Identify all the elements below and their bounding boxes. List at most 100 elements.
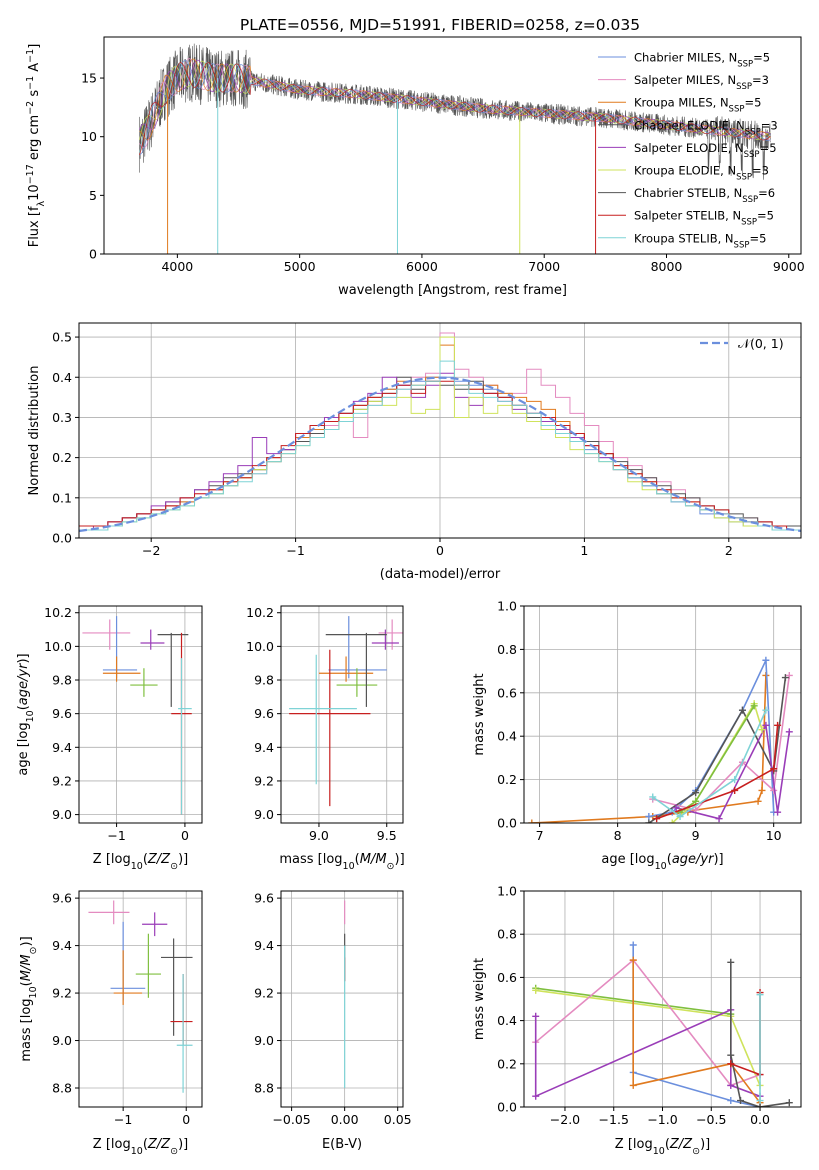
y-tick-label: 10.2 bbox=[246, 605, 274, 620]
weight-marker bbox=[762, 706, 770, 714]
axes-frame: −2.0 −1.5 −1.0 −0.5 0.0 0.0 0.2 0.4 0.6 0.8 1.0 bbox=[497, 884, 802, 1127]
weight-marker bbox=[738, 706, 746, 714]
y-tick-label: 0.8 bbox=[497, 927, 517, 942]
axes-frame: −0.05 0.00 0.05 8.8 9.0 9.2 9.4 9.6 bbox=[254, 890, 412, 1127]
y-tick-label: 9.0 bbox=[52, 807, 72, 822]
y-tick-label: 9.6 bbox=[52, 891, 72, 906]
model-spectrum-line bbox=[139, 57, 771, 149]
x-tick-label: 5000 bbox=[284, 259, 316, 274]
x-tick-label: −0.05 bbox=[272, 1112, 310, 1127]
axes-frame: −1 0 9.0 9.2 9.4 9.6 9.8 10.0 10.2 bbox=[44, 605, 203, 843]
y-axis-label-part: −1 bbox=[25, 49, 36, 63]
figure-title: PLATE=0556, MJD=51991, FIBERID=0258, z=0… bbox=[240, 16, 640, 34]
x-tick-label: 9.0 bbox=[309, 828, 329, 843]
chart-residual_hist: −2 −1 0 1 2 0.0 0.1 0.2 0.3 0.4 0.5 (data-model)/er… bbox=[27, 322, 802, 582]
x-axis-label-part: Z/Z bbox=[147, 1137, 171, 1152]
x-axis-label-part: )] bbox=[700, 1137, 710, 1152]
weight-marker bbox=[532, 986, 540, 994]
legend-label: Kroupa ELODIE, NSSP=3 bbox=[634, 164, 769, 183]
axes-frame: 7 8 9 10 0.0 0.2 0.4 0.6 0.8 1.0 bbox=[497, 599, 802, 843]
weight-line bbox=[531, 675, 767, 823]
x-axis-label-part: ( bbox=[143, 852, 148, 867]
y-tick-label: 0.8 bbox=[497, 642, 517, 657]
weight-line bbox=[632, 945, 761, 1107]
y-axis-label-part: λ bbox=[36, 200, 47, 206]
weight-marker bbox=[781, 674, 789, 682]
legend-label-name: Chabrier MILES, N bbox=[634, 51, 737, 65]
y-axis-label-part: −2 bbox=[25, 101, 36, 115]
chart-age_vs_mass: 9.0 9.5 9.0 9.2 9.4 9.6 9.8 10.0 10.2 mass [log10… bbox=[246, 605, 405, 872]
x-axis-label-part: age/yr bbox=[672, 852, 715, 867]
x-axis-label-part: ⊙ bbox=[387, 861, 395, 872]
weight-marker bbox=[737, 1097, 745, 1105]
x-tick-label: 0 bbox=[181, 828, 189, 843]
y-tick-label: 9.6 bbox=[254, 706, 274, 721]
y-axis-label-part: ] bbox=[27, 44, 42, 49]
weight-marker bbox=[653, 815, 661, 823]
x-tick-label: 0.00 bbox=[331, 1112, 359, 1127]
x-axis-label-part: 10 bbox=[131, 1146, 143, 1157]
legend-label: Chabrier ELODIE, NSSP=3 bbox=[634, 118, 778, 137]
model-spectrum-line bbox=[139, 60, 771, 140]
legend-label: Chabrier MILES, NSSP=5 bbox=[634, 51, 770, 70]
plot-area bbox=[532, 941, 793, 1107]
y-axis-label-part: ⊙ bbox=[28, 947, 39, 955]
x-tick-label: 10 bbox=[766, 828, 782, 843]
x-axis-label-part: Z [log bbox=[615, 1137, 653, 1152]
weight-marker bbox=[770, 765, 778, 773]
y-tick-label: 0.1 bbox=[52, 490, 72, 505]
chart-mass_vs_ebv: −0.05 0.00 0.05 8.8 9.0 9.2 9.4 9.6 E(B-V) bbox=[254, 890, 412, 1152]
y-axis-label-part: Normed distribution bbox=[27, 366, 42, 496]
weight-marker bbox=[645, 819, 653, 823]
legend-label-name: Salpeter MILES, N bbox=[634, 73, 736, 87]
weight-line bbox=[534, 1008, 761, 1098]
weight-marker bbox=[676, 812, 684, 820]
plots-layer: 4000 5000 6000 7000 8000 9000051015wavelength… bbox=[16, 36, 805, 1157]
legend-label-name: Kroupa STELIB, N bbox=[634, 231, 734, 245]
chart-mass_vs_Z: −1 08.89.09.29.49.6Z [log10(Z/Z⊙)]mass [l… bbox=[19, 890, 203, 1157]
legend-label-count: =5 bbox=[757, 209, 774, 223]
weight-marker bbox=[731, 786, 739, 794]
x-tick-label: −2.0 bbox=[550, 1112, 580, 1127]
x-axis-label-part: ( bbox=[355, 852, 360, 867]
y-axis-label-part: )] bbox=[16, 653, 31, 663]
x-tick-label: −1.5 bbox=[599, 1112, 629, 1127]
weight-marker bbox=[727, 1060, 735, 1068]
weight-line bbox=[730, 992, 761, 1076]
y-tick-label: 0.2 bbox=[52, 450, 72, 465]
y-tick-label: 9.0 bbox=[254, 807, 274, 822]
axes-frame: −2 −1 0 1 2 0.0 0.1 0.2 0.3 0.4 0.5 bbox=[52, 322, 802, 558]
y-tick-label: 1.0 bbox=[497, 599, 517, 614]
x-tick-label: 0.0 bbox=[750, 1112, 770, 1127]
x-axis-label-part: wavelength [Angstrom, rest frame] bbox=[338, 283, 567, 298]
chart-weight_vs_Z: −2.0 −1.5 −1.0 −0.5 0.0 0.0 0.2 0.4 0.6 0.8 1.0 Z [… bbox=[472, 884, 802, 1157]
weight-marker bbox=[774, 721, 782, 729]
x-tick-label: 0 bbox=[182, 1112, 190, 1127]
y-tick-label: 9.8 bbox=[254, 673, 274, 688]
weight-marker bbox=[629, 1081, 637, 1089]
weight-marker bbox=[528, 819, 536, 823]
plot-area bbox=[289, 616, 403, 807]
y-axis-label-part: 10 bbox=[28, 986, 39, 998]
plot-area bbox=[528, 656, 793, 823]
legend: 𝒩(0, 1) bbox=[700, 336, 784, 351]
y-tick-label: 0 bbox=[89, 247, 97, 262]
weight-marker bbox=[727, 1051, 735, 1059]
x-axis-label-part: (data-model)/error bbox=[380, 567, 501, 582]
y-tick-label: 9.2 bbox=[254, 986, 274, 1001]
y-tick-label: 9.4 bbox=[254, 740, 274, 755]
x-tick-label: 9.5 bbox=[377, 828, 397, 843]
weight-marker bbox=[649, 793, 657, 801]
weight-marker bbox=[532, 1012, 540, 1020]
legend-label-count: =5 bbox=[760, 141, 777, 155]
y-tick-label: 0.0 bbox=[52, 531, 72, 546]
y-tick-label: 0.0 bbox=[497, 1100, 517, 1115]
axes-frame: −1 0 8.8 9.0 9.2 9.4 9.6 bbox=[52, 890, 203, 1127]
legend-label-count: =5 bbox=[744, 96, 761, 110]
x-axis-label-part: M/M bbox=[360, 852, 387, 867]
weight-marker bbox=[754, 797, 762, 805]
y-axis-label-part: −17 bbox=[25, 164, 36, 184]
legend-label-name: Salpeter ELODIE, N bbox=[634, 141, 744, 155]
y-axis-label-part: ( bbox=[16, 705, 31, 710]
